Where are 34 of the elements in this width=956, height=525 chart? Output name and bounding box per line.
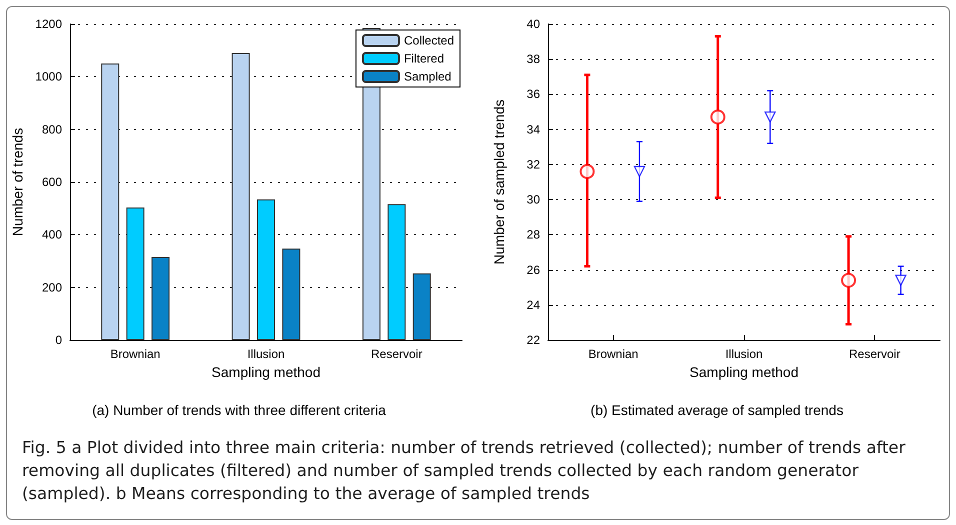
y-tick-label: 30 bbox=[526, 192, 540, 207]
x-tick-label: Reservoir bbox=[848, 347, 900, 361]
bar bbox=[282, 248, 300, 340]
y-tick-label: 400 bbox=[42, 228, 62, 242]
y-tick-label: 800 bbox=[42, 122, 62, 136]
x-tick-label: Illusion bbox=[725, 347, 763, 361]
y-tick-label: 600 bbox=[42, 175, 62, 189]
legend-label: Sampled bbox=[404, 70, 452, 84]
y-tick-label: 28 bbox=[526, 228, 540, 242]
y-axis-title: Number of trends bbox=[9, 128, 26, 236]
legend-label: Collected bbox=[404, 34, 454, 48]
y-tick-label: 24 bbox=[526, 298, 540, 312]
y-tick-label: 1000 bbox=[35, 70, 62, 84]
caption: Fig. 5 a Plot divided into three main criteria: number of trends retrieved (collected); number of trends after removing all duplicates (filtered) and number of sampled trends collected by each random generator (sampled). b Means corresponding to the average of sampled trends bbox=[22, 437, 906, 505]
legend-label: Filtered bbox=[404, 52, 444, 66]
text: (a) Number of trends with three different criteria bbox=[92, 402, 386, 418]
y-tick-label: 32 bbox=[526, 157, 540, 172]
y-tick-label: 36 bbox=[526, 87, 540, 102]
y-tick-label: 200 bbox=[42, 280, 62, 294]
x-tick-label: Brownian bbox=[110, 347, 160, 361]
y-tick-label: 0 bbox=[55, 333, 62, 347]
y-tick-label: 34 bbox=[526, 122, 540, 136]
y-tick-label: 40 bbox=[526, 17, 540, 31]
y-tick-label: 22 bbox=[526, 333, 540, 347]
y-tick-label: 1200 bbox=[35, 17, 62, 31]
x-axis-title: Sampling method bbox=[212, 364, 320, 380]
y-tick-label: 26 bbox=[526, 262, 540, 277]
text: (b) Estimated average of sampled trends bbox=[590, 402, 844, 418]
y-axis-title: Number of sampled trends bbox=[491, 100, 507, 264]
x-tick-label: Brownian bbox=[588, 347, 638, 361]
y-tick-label: 38 bbox=[526, 52, 540, 66]
x-tick-label: Illusion bbox=[247, 347, 285, 361]
x-axis-title: Sampling method bbox=[690, 364, 798, 380]
x-tick-label: Reservoir bbox=[370, 347, 422, 361]
